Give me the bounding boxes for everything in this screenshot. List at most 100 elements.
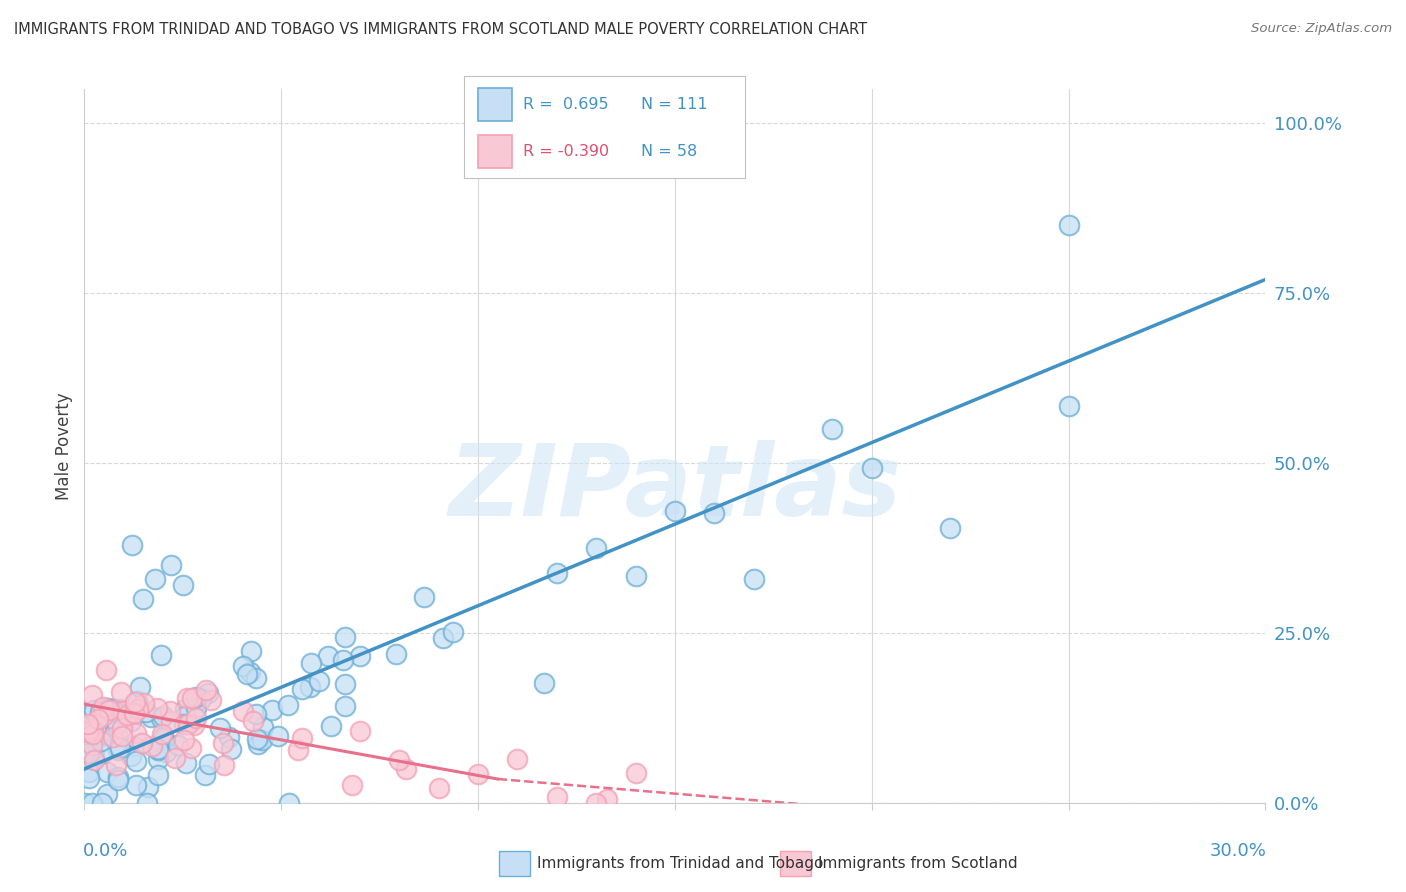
Point <box>246 738 269 752</box>
Point <box>108 741 131 756</box>
Point <box>135 706 157 720</box>
Point <box>77 725 100 739</box>
Point <box>218 730 240 744</box>
Point <box>146 752 169 766</box>
Point <box>299 656 322 670</box>
Point <box>146 743 169 757</box>
Point <box>174 756 197 770</box>
Point <box>91 699 114 714</box>
Point <box>79 772 101 786</box>
Text: Source: ZipAtlas.com: Source: ZipAtlas.com <box>1251 22 1392 36</box>
Point <box>91 708 114 723</box>
Point <box>742 572 765 586</box>
Point <box>245 671 267 685</box>
Point <box>148 742 170 756</box>
Point <box>195 683 218 698</box>
Point <box>236 667 259 681</box>
Point <box>260 702 283 716</box>
Point <box>125 779 148 793</box>
Point <box>316 648 339 663</box>
Point <box>132 591 155 606</box>
Point <box>152 709 174 723</box>
Point <box>90 734 112 748</box>
Point <box>83 705 105 719</box>
Point <box>73 796 96 810</box>
Point <box>240 644 263 658</box>
Point <box>125 755 148 769</box>
Point <box>332 653 354 667</box>
Point <box>184 700 207 714</box>
Point <box>208 721 231 735</box>
Point <box>211 736 233 750</box>
Point <box>533 676 555 690</box>
Point <box>125 726 148 740</box>
Point <box>97 703 120 717</box>
Point <box>413 590 436 604</box>
Point <box>664 504 686 518</box>
Point <box>111 729 134 743</box>
Point <box>134 697 156 711</box>
Point <box>595 792 617 806</box>
Point <box>232 704 254 718</box>
Point <box>150 727 173 741</box>
Point <box>174 708 197 723</box>
Point <box>245 707 267 722</box>
Y-axis label: Male Poverty: Male Poverty <box>55 392 73 500</box>
Point <box>104 758 127 772</box>
Point <box>432 631 454 645</box>
Point <box>308 673 330 688</box>
Point <box>135 796 157 810</box>
Point <box>427 780 450 795</box>
Point <box>107 743 129 757</box>
Point <box>585 541 607 556</box>
Point <box>860 460 883 475</box>
Point <box>298 680 321 694</box>
Point <box>174 702 197 716</box>
Point <box>143 572 166 586</box>
Point <box>82 747 104 761</box>
Point <box>291 681 314 696</box>
Point <box>585 796 607 810</box>
Point <box>82 723 104 738</box>
Point <box>198 757 221 772</box>
Point <box>160 714 183 728</box>
Point <box>180 691 202 706</box>
Point <box>291 731 314 745</box>
Point <box>121 537 143 551</box>
Point <box>103 719 125 733</box>
Bar <box>478 88 512 121</box>
Point <box>97 701 120 715</box>
Point <box>238 665 260 680</box>
Point <box>167 738 190 752</box>
Point <box>110 706 132 721</box>
Point <box>340 778 363 792</box>
Point <box>333 631 356 645</box>
Point <box>200 692 222 706</box>
Bar <box>478 136 512 168</box>
Point <box>395 762 418 776</box>
Point <box>87 712 110 726</box>
Point <box>173 717 195 731</box>
Point <box>91 747 114 761</box>
Point <box>250 733 273 747</box>
Point <box>165 751 187 765</box>
Text: 0.0%: 0.0% <box>83 842 128 860</box>
Point <box>124 695 146 709</box>
Point <box>349 649 371 664</box>
Point <box>107 772 129 787</box>
Point <box>153 732 176 747</box>
Text: Immigrants from Trinidad and Tobago: Immigrants from Trinidad and Tobago <box>537 856 824 871</box>
Point <box>96 787 118 801</box>
Point <box>703 506 725 520</box>
Point <box>120 714 142 729</box>
Point <box>287 743 309 757</box>
Point <box>103 730 125 744</box>
Point <box>150 711 173 725</box>
Text: IMMIGRANTS FROM TRINIDAD AND TOBAGO VS IMMIGRANTS FROM SCOTLAND MALE POVERTY COR: IMMIGRANTS FROM TRINIDAD AND TOBAGO VS I… <box>14 22 868 37</box>
Point <box>1057 218 1080 232</box>
Point <box>277 796 299 810</box>
Point <box>100 724 122 739</box>
Point <box>77 746 100 760</box>
Point <box>186 690 208 704</box>
Point <box>246 731 269 746</box>
